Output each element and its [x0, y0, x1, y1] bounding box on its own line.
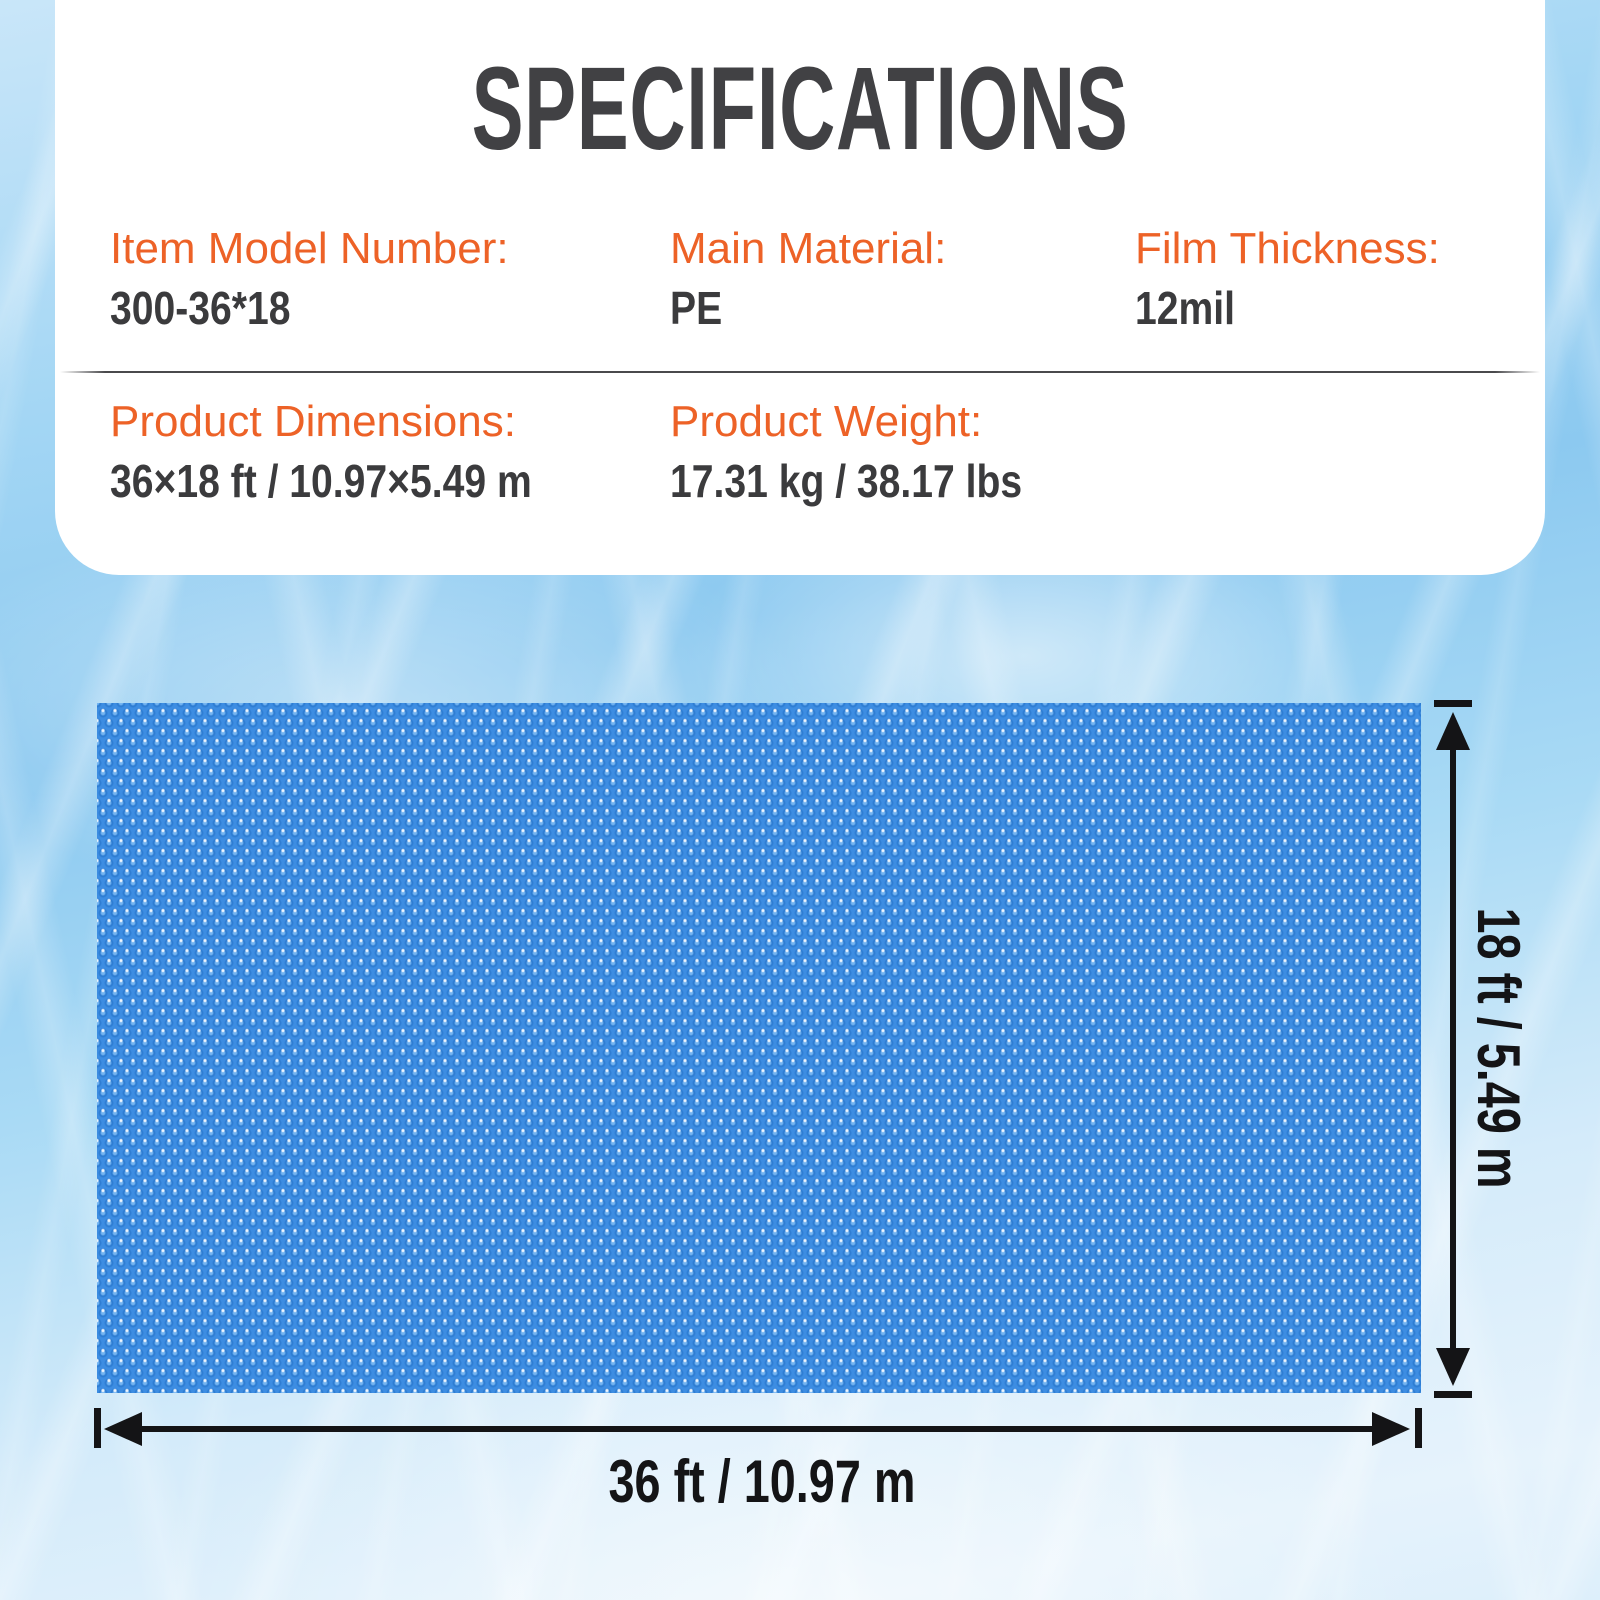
- arrow-right-icon: [1372, 1412, 1410, 1446]
- spec-label: Item Model Number:: [110, 224, 509, 273]
- spec-value: 12mil: [1135, 282, 1235, 335]
- spec-value: 36×18 ft / 10.97×5.49 m: [110, 455, 532, 508]
- spec-item-model-number: Item Model Number: 300-36*18: [110, 224, 509, 335]
- dimension-tick-top: [1434, 700, 1472, 707]
- spec-main-material: Main Material: PE: [670, 224, 947, 335]
- spec-label: Product Weight:: [670, 397, 983, 446]
- arrow-left-icon: [104, 1412, 142, 1446]
- arrow-down-icon: [1436, 1348, 1470, 1386]
- spec-label: Product Dimensions:: [110, 397, 516, 446]
- spec-product-weight: Product Weight: 17.31 kg / 38.17 lbs: [670, 397, 1084, 508]
- dimension-tick-right: [1415, 1408, 1422, 1448]
- spec-value: 17.31 kg / 38.17 lbs: [670, 455, 1023, 508]
- spec-film-thickness: Film Thickness: 12mil: [1135, 224, 1440, 335]
- page-title: SPECIFICATIONS: [471, 43, 1129, 175]
- dimension-tick-bottom: [1434, 1391, 1472, 1398]
- divider-line: [60, 371, 1540, 373]
- spec-label: Main Material:: [670, 224, 947, 273]
- height-dimension-label: 18 ft / 5.49 m: [1465, 907, 1532, 1189]
- vertical-dimension-line: [1450, 742, 1456, 1348]
- spec-label: Film Thickness:: [1135, 224, 1440, 273]
- horizontal-dimension-line: [140, 1426, 1372, 1432]
- specifications-card: SPECIFICATIONS Item Model Number: 300-36…: [55, 0, 1545, 575]
- pool-cover-image: [97, 703, 1421, 1393]
- width-dimension-label: 36 ft / 10.97 m: [608, 1448, 916, 1515]
- spec-product-dimensions: Product Dimensions: 36×18 ft / 10.97×5.4…: [110, 397, 606, 508]
- spec-value: 300-36*18: [110, 282, 291, 335]
- dimension-tick-left: [94, 1408, 101, 1448]
- spec-value: PE: [670, 282, 723, 335]
